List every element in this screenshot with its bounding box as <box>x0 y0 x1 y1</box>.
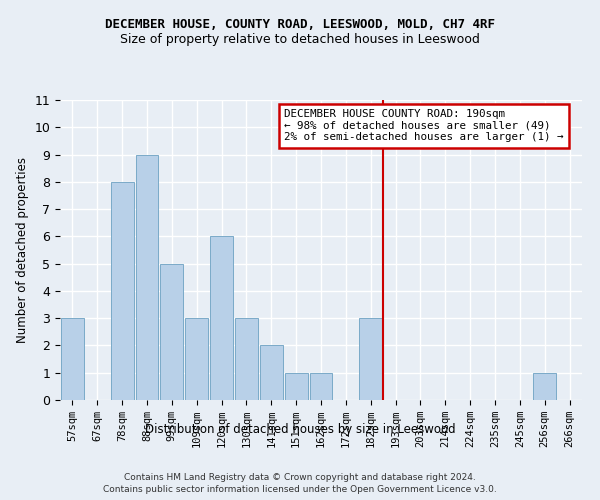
Bar <box>260 346 283 400</box>
Text: DECEMBER HOUSE, COUNTY ROAD, LEESWOOD, MOLD, CH7 4RF: DECEMBER HOUSE, COUNTY ROAD, LEESWOOD, M… <box>105 18 495 30</box>
Bar <box>285 372 308 400</box>
Bar <box>359 318 382 400</box>
Bar <box>533 372 556 400</box>
Text: DECEMBER HOUSE COUNTY ROAD: 190sqm
← 98% of detached houses are smaller (49)
2% : DECEMBER HOUSE COUNTY ROAD: 190sqm ← 98%… <box>284 109 564 142</box>
Bar <box>235 318 258 400</box>
Bar <box>185 318 208 400</box>
Text: Distribution of detached houses by size in Leeswood: Distribution of detached houses by size … <box>145 422 455 436</box>
Bar <box>310 372 332 400</box>
Text: Contains public sector information licensed under the Open Government Licence v3: Contains public sector information licen… <box>103 485 497 494</box>
Text: Size of property relative to detached houses in Leeswood: Size of property relative to detached ho… <box>120 32 480 46</box>
Text: Contains HM Land Registry data © Crown copyright and database right 2024.: Contains HM Land Registry data © Crown c… <box>124 472 476 482</box>
Bar <box>210 236 233 400</box>
Bar <box>160 264 183 400</box>
Bar <box>136 154 158 400</box>
Bar <box>111 182 134 400</box>
Bar <box>61 318 84 400</box>
Y-axis label: Number of detached properties: Number of detached properties <box>16 157 29 343</box>
